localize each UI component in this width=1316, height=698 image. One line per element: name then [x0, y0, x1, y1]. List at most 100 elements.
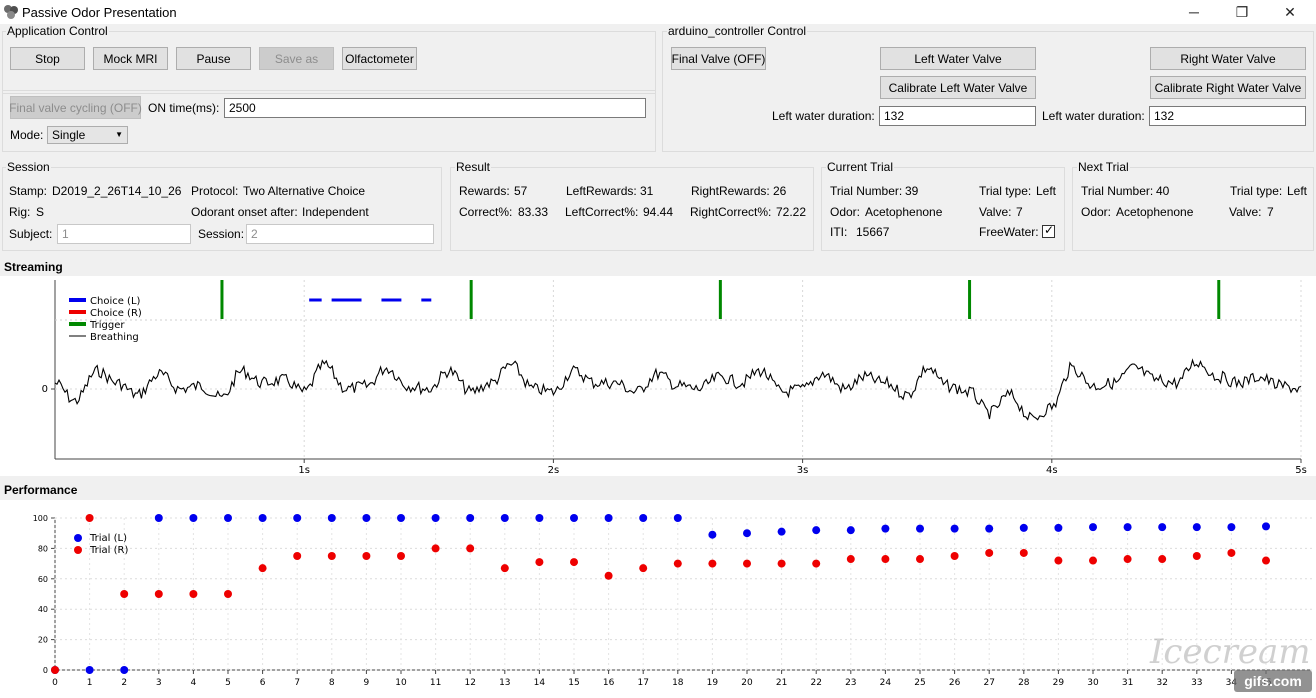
x-tick-label: 4 [191, 678, 197, 688]
data-point [881, 555, 890, 564]
close-button[interactable]: ✕ [1267, 0, 1313, 24]
freewater-checkbox[interactable]: ✓ [1042, 223, 1055, 238]
current-trial-group [821, 167, 1065, 251]
data-point [362, 552, 371, 560]
x-tick-label: 29 [1053, 678, 1065, 688]
data-point [570, 558, 578, 567]
session-label: Session: [198, 227, 245, 241]
left-water-valve-button[interactable]: Left Water Valve [880, 47, 1036, 70]
data-point [1019, 548, 1028, 557]
x-tick-label: 2s [548, 465, 560, 476]
next-trial-type-value: Left [1287, 184, 1308, 198]
x-tick-label: 5s [1295, 465, 1307, 476]
data-point [777, 527, 786, 536]
protocol-label: Protocol: [191, 184, 239, 198]
calibrate-right-button[interactable]: Calibrate Right Water Valve [1150, 76, 1306, 99]
x-tick-label: 6 [260, 678, 266, 688]
next-valve-value: 7 [1267, 205, 1274, 219]
data-point [258, 514, 267, 522]
legend-label: Choice (L) [90, 296, 141, 307]
data-point [362, 514, 371, 522]
data-point [431, 514, 440, 522]
x-tick-label: 10 [395, 678, 407, 688]
data-point [535, 558, 544, 567]
mode-select[interactable]: Single ▼ [47, 126, 128, 144]
x-tick-label: 27 [983, 678, 994, 688]
data-point [708, 559, 717, 568]
legend-label: Trial (R) [89, 545, 128, 556]
olfactometer-button[interactable]: Olfactometer [342, 47, 417, 70]
legend-swatch [74, 546, 82, 554]
right-rewards-value: 26 [773, 184, 787, 198]
stamp-value: D2019_2_26T14_10_26 [52, 184, 182, 198]
data-point [950, 524, 959, 533]
x-tick-label: 17 [637, 678, 648, 688]
on-time-input[interactable]: 2500 [224, 98, 646, 118]
current-trial-number-label: Trial Number: [830, 184, 903, 198]
x-tick-label: 31 [1122, 678, 1133, 688]
next-trial-group [1072, 167, 1314, 251]
legend-label: Trial (L) [89, 533, 127, 544]
final-valve-cycling-button[interactable]: Final valve cycling (OFF) [9, 96, 142, 119]
streaming-plot-area [0, 276, 1316, 476]
save-as-button[interactable]: Save as [259, 47, 334, 70]
session-input[interactable]: 2 [246, 224, 434, 244]
data-point [466, 514, 475, 522]
data-point [1089, 556, 1097, 565]
performance-legend: Trial (L)Trial (R) [74, 533, 128, 556]
x-tick-label: 23 [845, 678, 856, 688]
left-rewards-label: LeftRewards: [566, 184, 637, 198]
x-tick-label: 7 [294, 678, 300, 688]
title-bar: Passive Odor Presentation ─ ❐ ✕ [0, 0, 1316, 24]
subject-input[interactable]: 1 [57, 224, 191, 244]
data-point [85, 514, 94, 522]
x-tick-label: 9 [364, 678, 370, 688]
data-point [570, 514, 578, 522]
right-water-valve-button[interactable]: Right Water Valve [1150, 47, 1306, 70]
data-point [604, 571, 613, 580]
current-trial-number-value: 39 [905, 184, 919, 198]
x-tick-label: 0 [52, 678, 58, 688]
data-point [1158, 523, 1167, 532]
data-point [846, 555, 855, 564]
x-tick-label: 20 [741, 678, 753, 688]
minimize-button[interactable]: ─ [1171, 0, 1217, 24]
data-point [1089, 523, 1097, 532]
stop-button[interactable]: Stop [10, 47, 85, 70]
left-duration-input[interactable]: 132 [879, 106, 1036, 126]
app-control-group [2, 31, 656, 94]
data-point [812, 526, 821, 535]
close-icon: ✕ [1284, 3, 1296, 20]
stamp-label: Stamp: [9, 184, 48, 198]
freewater-label: FreeWater: [979, 225, 1039, 239]
data-point [604, 514, 613, 522]
data-point [258, 564, 267, 573]
pause-button[interactable]: Pause [176, 47, 251, 70]
session-title: Session [6, 160, 51, 174]
data-point [500, 514, 509, 522]
left-correct-label: LeftCorrect%: [565, 205, 639, 219]
right-correct-label: RightCorrect%: [690, 205, 772, 219]
calibrate-left-button[interactable]: Calibrate Left Water Valve [880, 76, 1036, 99]
dropdown-arrow-icon: ▼ [115, 130, 123, 139]
protocol-value: Two Alternative Choice [243, 184, 366, 198]
mock-mri-button[interactable]: Mock MRI [93, 47, 168, 70]
x-tick-label: 12 [464, 678, 475, 688]
current-trial-title: Current Trial [826, 160, 895, 174]
data-point [708, 530, 717, 539]
streaming-chart[interactable]: 1s 2s 3s 4s 5s 0 Choice (L)Choice (R)TriggerBr… [0, 276, 1316, 476]
x-tick-label: 34 [1226, 678, 1238, 688]
right-duration-input[interactable]: 132 [1149, 106, 1306, 126]
data-point [673, 514, 682, 522]
final-valve-button[interactable]: Final Valve (OFF) [671, 47, 766, 70]
x-tick-label: 3 [156, 678, 162, 688]
data-point [1262, 556, 1270, 565]
data-point [154, 514, 163, 522]
data-point [397, 552, 405, 560]
maximize-button[interactable]: ❐ [1219, 0, 1265, 24]
next-trial-type-label: Trial type: [1230, 184, 1283, 198]
x-tick-label: 32 [1156, 678, 1167, 688]
y-tick-label: 0 [43, 666, 48, 675]
mode-label: Mode: [10, 128, 44, 142]
